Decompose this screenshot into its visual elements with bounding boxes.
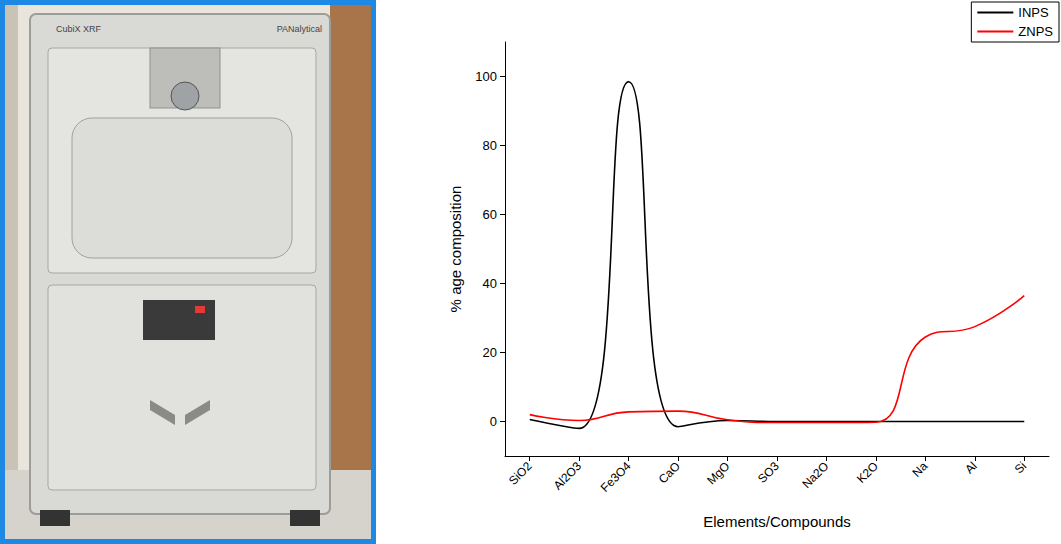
svg-text:40: 40 (483, 276, 497, 291)
svg-text:20: 20 (483, 345, 497, 360)
svg-text:100: 100 (475, 69, 497, 84)
svg-text:% age composition: % age composition (447, 186, 464, 313)
svg-text:PANalytical: PANalytical (277, 24, 322, 34)
svg-text:Al2O3: Al2O3 (551, 459, 585, 493)
svg-text:Elements/Compounds: Elements/Compounds (703, 513, 851, 530)
svg-text:Si: Si (1012, 459, 1029, 476)
svg-text:MgO: MgO (704, 459, 732, 487)
svg-text:CaO: CaO (656, 459, 683, 486)
svg-text:SO3: SO3 (755, 459, 782, 486)
svg-text:Na2O: Na2O (799, 459, 831, 491)
svg-text:ZNPS: ZNPS (1018, 24, 1053, 39)
svg-text:60: 60 (483, 207, 497, 222)
svg-text:CubiX XRF: CubiX XRF (56, 24, 102, 34)
svg-text:INPS: INPS (1018, 5, 1049, 20)
svg-text:Fe3O4: Fe3O4 (598, 459, 634, 495)
svg-text:80: 80 (483, 138, 497, 153)
svg-text:Al: Al (962, 459, 979, 476)
svg-text:SiO2: SiO2 (506, 459, 535, 488)
svg-text:0: 0 (490, 414, 497, 429)
svg-text:K2O: K2O (854, 459, 881, 486)
svg-text:Na: Na (910, 459, 931, 480)
